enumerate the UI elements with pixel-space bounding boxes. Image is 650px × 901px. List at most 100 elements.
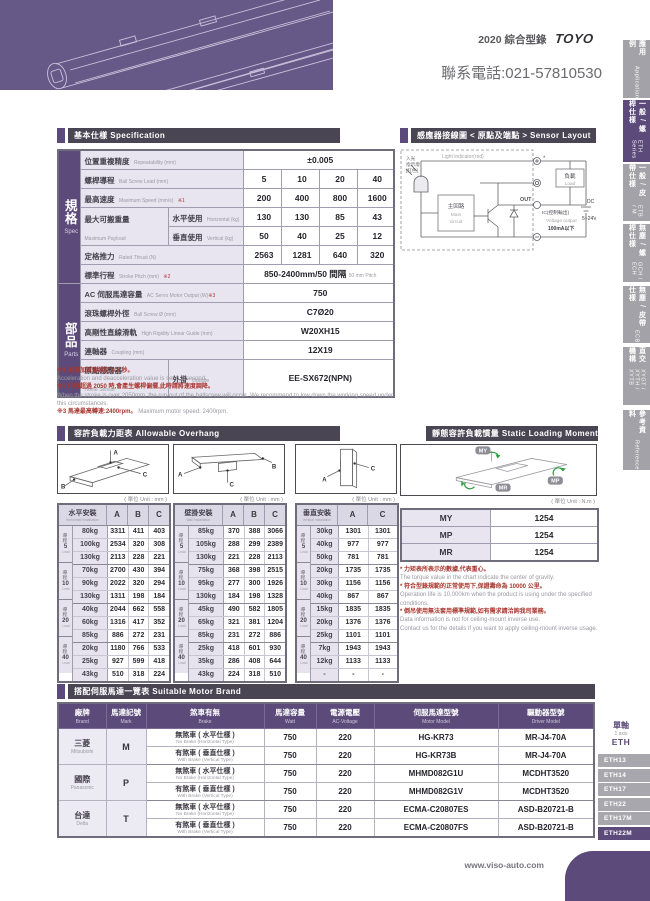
voltage-cell: 220 [315, 728, 375, 747]
motor-model-cell: MHMD082G1V [373, 782, 499, 801]
spec-value: 850-2400mm/50 間隔 50 mm Pitch [242, 264, 395, 284]
payload-weight: 20kg [311, 617, 339, 629]
spec-label: 滾珠螺桿外徑 Ball Screw Ø (mm) [79, 302, 244, 322]
payload-weight: 85kg [189, 526, 224, 538]
label-load-zh: 負載 [564, 172, 576, 180]
overhang-b: 766 [129, 643, 150, 655]
spec-value: 130 [242, 207, 282, 227]
payload-weight: 20kg [73, 643, 108, 655]
payload-weight: 50kg [311, 552, 339, 564]
sidebar-tab-application[interactable]: 應用例 Application [623, 40, 650, 98]
overhang-a: 2044 [108, 604, 129, 616]
footnote: ※1 馬達加減速設定 0.2 秒。 [57, 368, 134, 374]
table-row: 40kg 2044 662 558 [73, 604, 169, 617]
section-title-moment: 靜態容許負載慣量 Static Loading Moment [423, 426, 599, 441]
overhang-a: 221 [224, 552, 245, 564]
actuator-line-art [47, 0, 334, 100]
overhang-c: 1735 [374, 567, 391, 574]
eth-model-tab[interactable]: ETH14 [598, 768, 650, 782]
overhang-a: 370 [224, 526, 245, 538]
section-title-spec: 基本仕樣 Specification [57, 128, 340, 143]
overhang-c: 418 [153, 658, 166, 665]
table-row: 65kg 321 381 1204 [189, 617, 285, 630]
sidebar-tab-gch-ech[interactable]: 無塵 / 螺桿仕樣 GCH / ECH [623, 224, 650, 282]
payload-weight: 30kg [311, 578, 339, 590]
sidebar-tab-reference[interactable]: 參考資料 Reference [623, 410, 650, 470]
overhang-a: 510 [108, 669, 129, 681]
driver-model-cell: ASD-B20721-B [497, 818, 595, 838]
payload-weight: 20kg [311, 565, 339, 577]
overhang-c: - [381, 671, 384, 678]
overhang-a: 277 [224, 578, 245, 590]
overhang-a: 2022 [108, 578, 129, 590]
sidebar-tab-xy-series[interactable]: 直交機構 XYGT / XYTH / XYTB [623, 347, 650, 405]
unit-caption-nm: ( 單位 Unit : N.m ) [551, 499, 595, 505]
sidebar-tab-etb-m[interactable]: 一般 / 皮帶仕樣 ETB / M [623, 164, 650, 221]
table-row: MR 1254 [402, 544, 597, 560]
label-out: OUT [520, 197, 532, 203]
table-row: 25kg 418 601 930 [189, 643, 285, 656]
arrow-b-label: B [61, 485, 66, 490]
overhang-c: 558 [153, 606, 166, 613]
payload-weight: 130kg [189, 552, 224, 564]
svg-text:*: * [543, 156, 546, 162]
overhang-c: 221 [153, 554, 166, 561]
eth-model-tab[interactable]: ETH17 [598, 783, 650, 796]
spec-label: 高剛性直線滑軌 High Rigidity Linear Guide (mm) [79, 321, 244, 341]
overhang-c: 184 [153, 593, 166, 600]
lead-column: 導程 5 Lead 導程 10 Lead 導程 20 Lead 導程 40 Lead [59, 526, 73, 681]
svg-text:指示燈: 指示燈 [406, 161, 420, 168]
payload-weight: 130kg [189, 591, 224, 603]
eth-series-header: 單軸 1 axis ETH [598, 720, 644, 747]
brake-cell: 無煞車 ( 水平仕樣 ) No Brake (Horizontal Type) [145, 800, 265, 819]
table-row: 90kg 2022 320 294 [73, 578, 169, 591]
overhang-a: - [339, 669, 369, 681]
website-link[interactable]: www.viso-auto.com [464, 860, 544, 870]
spec-value: 12 [356, 226, 395, 246]
eth-model-tab[interactable]: ETH13 [598, 754, 650, 767]
svg-text:[紅色]: [紅色] [406, 167, 418, 174]
payload-weight: 90kg [73, 578, 108, 590]
voltage-cell: 220 [315, 800, 375, 819]
overhang-c: 224 [153, 671, 166, 678]
table-row: 130kg 2113 228 221 [73, 552, 169, 565]
overhang-c: 867 [376, 593, 389, 600]
spec-value: 85 [318, 207, 358, 227]
spec-value: 2563 [242, 245, 282, 265]
overhang-c: 294 [153, 580, 166, 587]
col-c: C [379, 510, 386, 519]
tab-label-zh: 直交機構 [628, 347, 646, 363]
section-bullet [57, 128, 65, 143]
overhang-b: 398 [245, 565, 266, 577]
spec-value: 1281 [280, 245, 320, 265]
sidebar-tab-ecb[interactable]: 無塵 / 皮帶仕樣 ECB [623, 286, 650, 343]
table-row: 12kg 1133 1133 [311, 656, 397, 669]
svg-text:circuit: circuit [450, 219, 463, 225]
eth-model-tab[interactable]: ETH22M [598, 826, 650, 840]
arrow-c-label: C [230, 483, 235, 489]
moment-value: 1254 [534, 530, 554, 540]
overhang-c: 1926 [267, 580, 283, 587]
table-row: 35kg 286 408 644 [189, 656, 285, 669]
arrow-a-label: A [114, 450, 119, 456]
table-row: 130kg 221 228 2113 [189, 552, 285, 565]
eth-group-zh: 單軸 [613, 721, 629, 730]
sidebar-tab-eth-series[interactable]: 一般 / 螺桿仕樣 ETH Series [623, 100, 650, 162]
mark-cell: P [105, 764, 147, 801]
badge-mp: MP [551, 479, 560, 485]
table-row: 有煞車 ( 垂直仕樣 ) With Brake (Vertical Type) 7… [58, 782, 595, 801]
overhang-b: 417 [129, 617, 150, 629]
table-row: 95kg 277 300 1926 [189, 578, 285, 591]
motor-model-cell: MHMD082G1U [373, 764, 499, 783]
overhang-a: 1311 [108, 591, 129, 603]
eth-model-tab[interactable]: ETH22 [598, 797, 650, 811]
section-title-zh: 感應器接線圖 < 原點及端點 > [417, 131, 528, 140]
payload-weight: 40kg [311, 591, 339, 603]
eth-model-tab[interactable]: ETH17M [598, 812, 650, 825]
driver-model-cell: ASD-B20721-B [497, 800, 595, 819]
spec-sublabel: 水平使用 Horizontal (kg) [167, 207, 244, 227]
section-title-en: Static Loading Moment [501, 429, 599, 438]
overhang-b: 601 [245, 643, 266, 655]
badge-mr: MR [499, 486, 508, 492]
